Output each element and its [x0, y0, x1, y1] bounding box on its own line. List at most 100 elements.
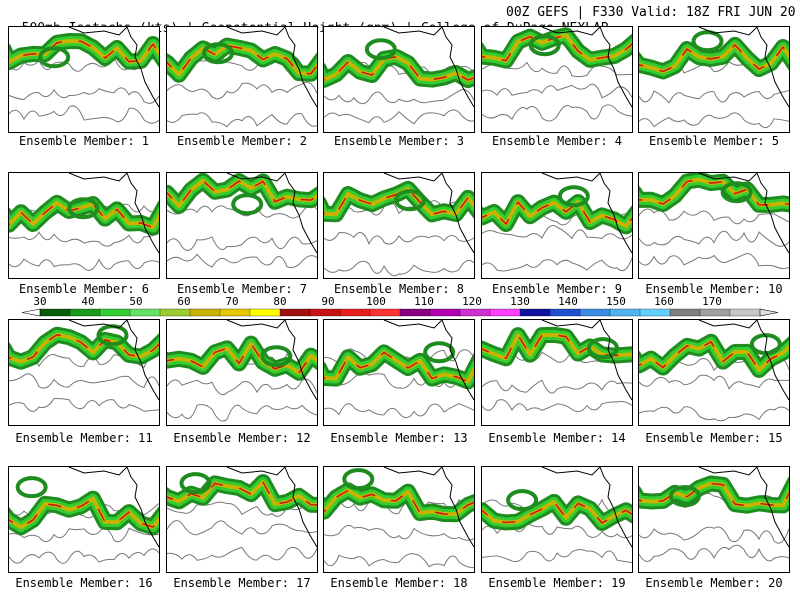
isotach-map: [482, 467, 632, 564]
closed-low-isotach: [394, 189, 427, 212]
coastline: [541, 173, 601, 182]
closed-low-isotach: [179, 472, 212, 495]
colorbar-tick-label: 90: [321, 295, 335, 308]
isotach-map: [9, 173, 159, 271]
height-contour: [167, 81, 317, 100]
coastline: [383, 467, 443, 476]
ensemble-member-map: [8, 172, 160, 279]
height-contour: [482, 258, 632, 272]
isotach-colorbar: [21, 308, 779, 317]
height-contour: [9, 56, 159, 72]
jet-stream-band: [9, 333, 159, 363]
isotach-map: [324, 320, 474, 419]
colorbar-tick-label: 140: [558, 295, 578, 308]
ensemble-member-map: [166, 26, 318, 133]
ensemble-member-label: Ensemble Member: 20: [645, 576, 783, 590]
ensemble-member-label: Ensemble Member: 11: [15, 431, 153, 445]
coastline: [756, 320, 789, 401]
height-contour: [324, 232, 474, 246]
closed-low-isotach: [342, 468, 375, 491]
jet-stream-band: [167, 342, 317, 374]
coastline: [226, 173, 286, 182]
coastline: [226, 467, 286, 476]
ensemble-member-map: [166, 172, 318, 279]
isotach-map: [324, 27, 474, 125]
ensemble-member-map: [323, 466, 475, 573]
coastline: [599, 27, 632, 108]
closed-low-isotach: [586, 337, 619, 360]
ensemble-member-map: [166, 319, 318, 426]
coastline: [698, 27, 758, 36]
jet-stream-band: [324, 188, 474, 216]
coastline: [441, 320, 474, 401]
closed-low-isotach: [38, 46, 71, 69]
colorbar-swatch: [579, 308, 611, 317]
coastline: [541, 320, 601, 329]
height-contour: [9, 527, 159, 543]
coastline: [126, 27, 159, 108]
ensemble-member-map: [323, 26, 475, 133]
height-contour: [9, 397, 159, 412]
height-contour: [9, 105, 159, 124]
coastline: [599, 467, 632, 548]
colorbar-swatch: [309, 308, 341, 317]
colorbar-swatch: [39, 308, 71, 317]
isotach-map: [9, 27, 159, 124]
jet-stream-band: [167, 179, 317, 207]
coastline: [226, 27, 286, 36]
ensemble-member-label: Ensemble Member: 16: [15, 576, 153, 590]
isotach-map: [9, 320, 159, 412]
colorbar-tick-label: 80: [273, 295, 287, 308]
colorbar-swatch: [459, 308, 491, 317]
isotach-map: [167, 467, 317, 561]
colorbar-swatch: [369, 308, 401, 317]
isotach-map: [9, 467, 159, 564]
height-contour: [167, 499, 317, 517]
isotach-map: [324, 173, 474, 277]
ensemble-member-map: [481, 26, 633, 133]
colorbar-tick-label: 150: [606, 295, 626, 308]
jet-stream-band: [639, 341, 789, 371]
ensemble-member-map: [8, 319, 160, 426]
height-contour: [639, 544, 789, 562]
coastline: [126, 173, 159, 254]
colorbar-swatch: [69, 308, 101, 317]
coastline: [284, 320, 317, 401]
colorbar-swatch: [249, 308, 281, 317]
closed-low-isotach: [668, 485, 701, 508]
height-contour: [167, 546, 317, 561]
closed-low-isotach: [506, 489, 539, 512]
jet-stream-band: [9, 202, 159, 229]
ensemble-member-map: [323, 172, 475, 279]
colorbar-swatch: [219, 308, 251, 317]
colorbar-tick-label: 160: [654, 295, 674, 308]
coastline: [441, 467, 474, 548]
height-contour: [324, 524, 474, 541]
colorbar-swatch: [339, 308, 371, 317]
ensemble-member-map: [481, 172, 633, 279]
ensemble-member-map: [481, 319, 633, 426]
colorbar-swatch: [279, 308, 311, 317]
coastline: [698, 320, 758, 329]
colorbar-tick-label: 120: [462, 295, 482, 308]
ensemble-member-label: Ensemble Member: 6: [18, 282, 150, 296]
height-contour: [639, 208, 789, 225]
jet-stream-band: [324, 489, 474, 515]
ensemble-member-label: Ensemble Member: 8: [333, 282, 465, 296]
closed-low-isotach: [202, 42, 235, 65]
jet-stream-band: [324, 56, 474, 81]
coastline: [756, 27, 789, 108]
ensemble-member-map: [638, 26, 790, 133]
ensemble-member-label: Ensemble Member: 15: [645, 431, 783, 445]
coastline: [756, 467, 789, 548]
isotach-map: [167, 320, 317, 422]
ensemble-member-label: Ensemble Member: 5: [648, 134, 780, 148]
colorbar-swatch: [429, 308, 461, 317]
jet-stream-band: [167, 480, 317, 507]
colorbar-max-arrow: [759, 308, 779, 317]
closed-low-isotach: [749, 333, 782, 356]
coastline: [383, 27, 443, 36]
height-contour: [482, 379, 632, 394]
colorbar-swatch: [189, 308, 221, 317]
colorbar-swatch: [519, 308, 551, 317]
